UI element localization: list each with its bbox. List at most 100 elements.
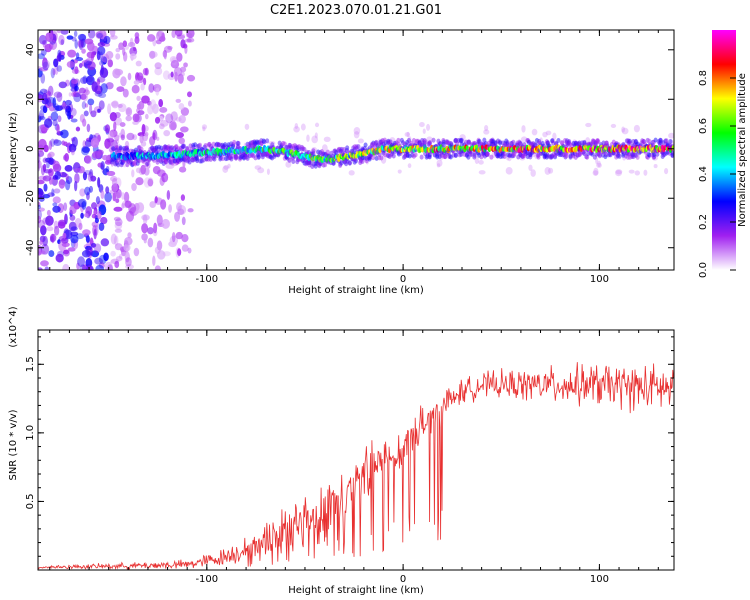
noise-cell	[79, 77, 88, 85]
colorbar-tick-label: 0.8	[698, 70, 709, 86]
noise-cell	[615, 169, 622, 177]
noise-cell	[118, 103, 127, 113]
noise-cell	[152, 165, 161, 175]
noise-cell	[71, 136, 78, 148]
snr-frame	[37, 329, 675, 571]
noise-cell	[548, 167, 554, 174]
noise-cell	[107, 264, 114, 270]
noise-cell	[60, 129, 69, 139]
noise-cell	[121, 192, 125, 200]
noise-cell	[38, 53, 45, 60]
noise-cell	[505, 167, 513, 175]
signal-halo-cell	[635, 154, 640, 160]
noise-cell	[70, 234, 79, 244]
noise-cell	[118, 253, 123, 259]
noise-cell	[112, 183, 118, 193]
signal-halo-cell	[603, 149, 608, 155]
noise-cell	[149, 50, 156, 59]
signal-halo-cell	[231, 143, 236, 149]
noise-cell	[84, 87, 89, 93]
x-tick-label: 100	[590, 274, 609, 285]
noise-cell	[127, 72, 132, 81]
snr-multiplier: (x10^4)	[8, 306, 19, 347]
noise-cell	[73, 167, 83, 173]
noise-cell	[62, 101, 66, 107]
noise-cell	[175, 132, 185, 139]
noise-cell	[178, 103, 185, 110]
noise-cell	[348, 170, 355, 176]
noise-cell	[115, 198, 120, 203]
colorbar: 0.0 0.2 0.4 0.6 0.8 Normalized spectral ampl…	[698, 30, 748, 278]
noise-cell	[125, 115, 132, 122]
noise-cell	[141, 214, 150, 221]
noise-cell	[306, 134, 310, 142]
noise-cell	[94, 257, 103, 265]
noise-cell	[103, 35, 111, 45]
noise-cell	[129, 37, 134, 47]
noise-cell	[105, 165, 110, 173]
signal-halo-cell	[203, 142, 208, 148]
noise-cell	[98, 92, 107, 99]
noise-cell	[154, 62, 162, 70]
noise-cell	[87, 98, 95, 106]
noise-cell	[70, 226, 78, 231]
noise-cell	[175, 231, 183, 240]
noise-cell	[223, 164, 229, 170]
signal-halo-cell	[230, 153, 235, 159]
noise-cell	[104, 191, 113, 203]
x-tick-label: 0	[400, 274, 406, 285]
noise-cell	[82, 229, 91, 236]
noise-cell	[148, 83, 155, 93]
noise-cell	[109, 111, 117, 122]
noise-cell	[50, 138, 56, 147]
noise-cell	[222, 165, 229, 173]
noise-cell	[144, 113, 149, 120]
noise-cell	[177, 73, 184, 84]
signal-halo-cell	[489, 154, 494, 160]
noise-cell	[43, 183, 48, 192]
signal-halo-cell	[356, 144, 361, 150]
signal-halo-cell	[668, 138, 673, 144]
noise-cell	[171, 232, 176, 243]
noise-cell	[100, 161, 105, 170]
noise-cell	[56, 92, 63, 102]
noise-cell	[161, 218, 170, 229]
noise-cell	[107, 103, 112, 115]
noise-cell	[156, 136, 160, 141]
signal-halo-cell	[391, 153, 396, 159]
noise-cell	[127, 232, 132, 239]
noise-cell	[141, 233, 148, 241]
noise-cell	[50, 111, 59, 121]
noise-cell	[615, 169, 623, 175]
noise-cell	[39, 240, 44, 245]
signal-halo-cell	[382, 137, 387, 143]
noise-cell	[65, 99, 72, 106]
noise-cell	[111, 100, 119, 109]
noise-cell	[58, 240, 67, 252]
noise-cell	[44, 266, 50, 270]
noise-cell	[154, 246, 161, 254]
noise-cell	[178, 114, 186, 124]
signal-halo-cell	[427, 152, 432, 158]
signal-halo-cell	[485, 151, 490, 157]
noise-cell	[227, 163, 231, 169]
noise-cell	[266, 168, 270, 175]
noise-cell	[52, 97, 57, 108]
noise-cell	[521, 125, 526, 133]
noise-cell	[621, 127, 629, 135]
noise-cell	[90, 175, 97, 182]
noise-cell	[103, 252, 109, 262]
signal-halo-cell	[287, 157, 292, 163]
noise-cell	[38, 201, 41, 208]
noise-cell	[141, 223, 149, 234]
colorbar-tick-label: 0.6	[698, 118, 709, 134]
noise-cell	[147, 237, 154, 248]
noise-cell	[52, 205, 61, 213]
noise-cell	[104, 261, 113, 270]
signal-halo-cell	[590, 151, 595, 157]
noise-cell	[57, 115, 62, 123]
noise-cell	[187, 91, 192, 98]
noise-cell	[113, 216, 121, 222]
noise-cell	[118, 42, 124, 51]
noise-cell	[63, 249, 70, 257]
